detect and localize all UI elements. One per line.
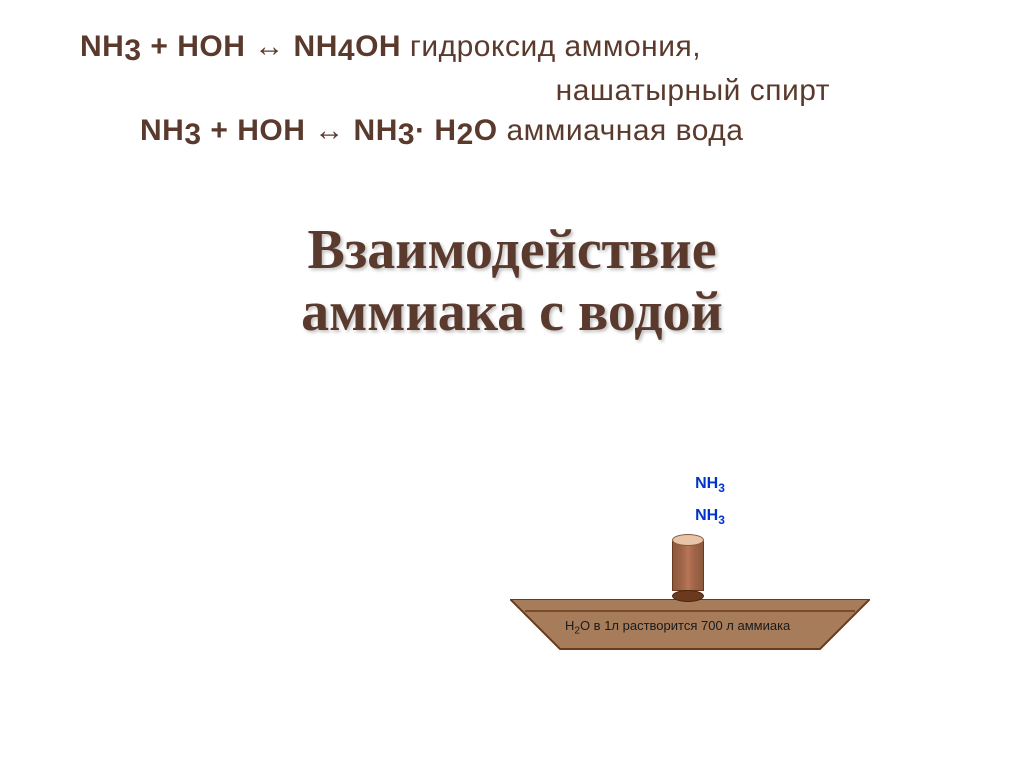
test-tube-icon: [672, 539, 704, 597]
equation-line-1: NH3 + HOH ↔ NH4OH гидроксид аммония,: [80, 30, 980, 68]
equation-block: NH3 + HOH ↔ NH4OH гидроксид аммония, наш…: [80, 30, 980, 158]
desc-1: гидроксид аммония,: [410, 30, 701, 63]
dish-label: H2O в 1л растворится 700 л аммиака: [565, 618, 790, 637]
nh3-label-2: NH3: [570, 507, 850, 527]
title-block: Взаимодействие аммиака с водой: [0, 220, 1024, 343]
title-line-1: Взаимодействие: [0, 220, 1024, 282]
formula-1a: NH: [80, 30, 124, 63]
desc-2: нашатырный спирт: [556, 74, 830, 107]
title-line-2: аммиака с водой: [0, 282, 1024, 344]
equation-line-3: NH3 + HOH ↔ NH3· H2O аммиачная вода: [80, 114, 980, 152]
formula-3-sub1: 3: [184, 118, 201, 151]
nh3-label-1: NH3: [570, 475, 850, 495]
formula-1-sub1: 3: [124, 34, 141, 67]
formula-3d: O: [474, 114, 507, 147]
diagram-block: NH3 NH3 H2O в 1л растворится 700 л аммиа…: [480, 475, 850, 659]
formula-3c: · H: [415, 114, 457, 147]
desc-3: аммиачная вода: [506, 114, 743, 147]
formula-1-sub2: 4: [338, 34, 355, 67]
formula-3-sub3: 2: [457, 118, 474, 151]
formula-3-sub2: 3: [398, 118, 415, 151]
nh3-labels: NH3 NH3: [480, 475, 850, 527]
formula-1c: OH: [355, 30, 410, 63]
tube-body: [672, 541, 704, 591]
equation-line-2: нашатырный спирт: [80, 74, 980, 108]
formula-3b: + HOH ↔ NH: [202, 114, 398, 147]
formula-3a: NH: [140, 114, 184, 147]
dish-container: H2O в 1л растворится 700 л аммиака: [510, 599, 890, 659]
formula-1b: + HOH ↔ NH: [142, 30, 338, 63]
